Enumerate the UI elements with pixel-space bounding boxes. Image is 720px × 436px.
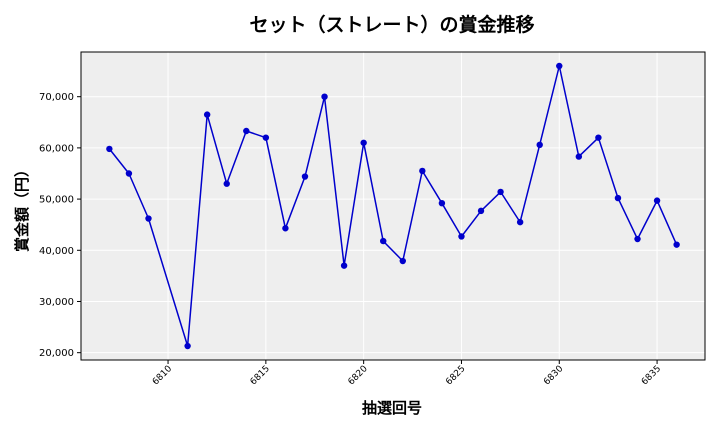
x-axis-label: 抽選回号 — [362, 399, 422, 417]
y-tick-label: 40,000 — [39, 246, 74, 257]
data-point[interactable] — [145, 215, 152, 222]
data-point[interactable] — [106, 145, 113, 153]
data-point[interactable] — [360, 139, 367, 146]
data-point[interactable] — [516, 218, 524, 226]
data-point[interactable] — [438, 199, 446, 207]
data-point[interactable] — [399, 257, 406, 265]
plot-area — [81, 52, 705, 360]
data-point[interactable] — [282, 225, 289, 232]
data-point[interactable] — [340, 262, 348, 269]
y-axis: 20,000 30,000 40,000 50,000 60,000 70,000 — [39, 92, 81, 359]
data-point[interactable] — [673, 241, 680, 248]
data-point[interactable] — [477, 207, 485, 215]
data-point[interactable] — [321, 93, 328, 100]
data-point[interactable] — [536, 141, 543, 149]
data-point[interactable] — [243, 127, 250, 135]
data-point[interactable] — [380, 237, 387, 245]
data-point[interactable] — [419, 167, 426, 175]
y-tick-label: 20,000 — [39, 348, 74, 359]
y-tick-label: 60,000 — [39, 143, 74, 154]
data-point[interactable] — [223, 180, 230, 187]
series-layer — [106, 62, 680, 350]
data-point[interactable] — [125, 170, 133, 177]
data-point[interactable] — [301, 173, 309, 180]
y-tick-label: 50,000 — [39, 195, 74, 206]
data-point[interactable] — [614, 194, 622, 202]
data-point[interactable] — [497, 188, 504, 196]
y-tick-label: 70,000 — [39, 92, 74, 103]
data-point[interactable] — [203, 111, 211, 118]
chart-title: セット（ストレート）の賞金推移 — [249, 13, 534, 36]
data-point[interactable] — [184, 342, 191, 350]
data-point[interactable] — [595, 134, 602, 141]
plot-frame — [80, 51, 706, 361]
y-tick-label: 30,000 — [39, 297, 74, 308]
data-point[interactable] — [458, 233, 465, 240]
data-point[interactable] — [575, 153, 583, 160]
data-point[interactable] — [262, 134, 270, 141]
data-point[interactable] — [556, 62, 563, 70]
data-point[interactable] — [634, 235, 641, 243]
data-point[interactable] — [653, 197, 661, 204]
y-axis-label: 賞金額（円） — [13, 162, 31, 252]
